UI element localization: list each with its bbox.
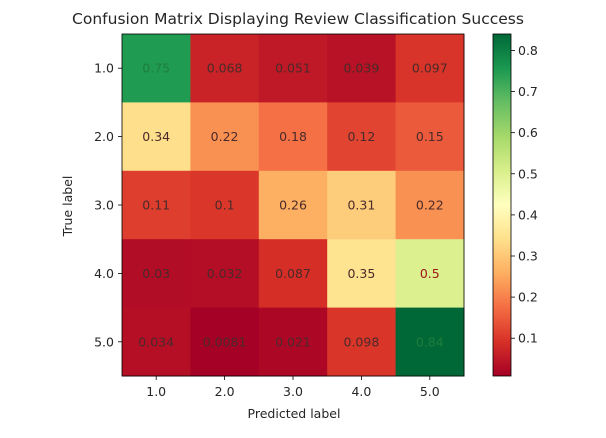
heatmap-cell — [395, 239, 465, 309]
chart-title: Confusion Matrix Displaying Review Class… — [72, 10, 524, 28]
heatmap-cell — [190, 239, 260, 309]
x-axis-label: Predicted label — [248, 406, 341, 421]
cell-value-label: 0.11 — [142, 198, 170, 213]
cell-value-label: 0.068 — [207, 61, 243, 76]
heatmap-cell — [258, 170, 328, 240]
colorbar: 0.1 0.2 0.3 0.4 0.5 0.6 0.7 0.8 — [492, 33, 538, 377]
x-tick-label: 5.0 — [420, 384, 440, 399]
y-tick-label: 1.0 — [94, 61, 114, 76]
heatmap-cell — [258, 102, 328, 172]
colorbar-tick-label: 0.3 — [518, 248, 538, 263]
colorbar-tick-label: 0.2 — [518, 290, 538, 305]
colorbar-tick-label: 0.5 — [518, 166, 538, 181]
x-tick-label: 4.0 — [351, 384, 371, 399]
heatmap-cell — [327, 170, 397, 240]
x-tick-label: 2.0 — [215, 384, 235, 399]
cell-value-label: 0.087 — [275, 266, 311, 281]
heatmap-cell — [122, 34, 191, 103]
cell-value-label: 0.032 — [207, 266, 243, 281]
cell-value-label: 0.097 — [412, 61, 448, 76]
cell-value-label: 0.15 — [416, 129, 444, 144]
cell-value-label: 0.75 — [142, 61, 170, 76]
y-tick-label: 3.0 — [94, 198, 114, 213]
heatmap-cell — [395, 102, 465, 172]
cell-value-label: 0.039 — [344, 61, 380, 76]
y-tick-label: 4.0 — [94, 266, 114, 281]
cell-value-label: 0.26 — [279, 198, 307, 213]
heatmap-cell — [395, 170, 465, 240]
heatmap-cell-labels: 0.75 0.068 0.051 0.039 0.097 0.34 0.22 0.18 0.12… — [138, 61, 447, 350]
heatmap-cell — [395, 307, 465, 377]
heatmap-cell — [122, 239, 191, 309]
heatmap-cell — [190, 307, 260, 377]
x-tick-label: 1.0 — [146, 384, 166, 399]
heatmap-cell — [122, 170, 191, 240]
heatmap-cell — [190, 170, 260, 240]
colorbar-tick-label: 0.7 — [518, 84, 538, 99]
cell-value-label: 0.0081 — [203, 334, 247, 349]
cell-value-label: 0.034 — [138, 334, 174, 349]
heatmap-cell — [258, 34, 328, 103]
x-tick-label: 3.0 — [283, 384, 303, 399]
colorbar-tick-label: 0.4 — [518, 207, 538, 222]
cell-value-label: 0.84 — [416, 334, 444, 349]
heatmap-cell — [258, 307, 328, 377]
heatmap-cell — [395, 34, 465, 103]
y-tick-label: 2.0 — [94, 129, 114, 144]
cell-value-label: 0.12 — [347, 129, 375, 144]
cell-value-label: 0.1 — [215, 198, 235, 213]
cell-value-label: 0.098 — [344, 334, 380, 349]
heatmap-cell — [190, 34, 260, 103]
cell-value-label: 0.31 — [347, 198, 375, 213]
y-tick-label: 5.0 — [94, 334, 114, 349]
heatmap-cell — [327, 34, 397, 103]
heatmap-cell — [327, 307, 397, 377]
x-axis: 1.0 2.0 3.0 4.0 5.0 — [146, 376, 440, 399]
cell-value-label: 0.18 — [279, 129, 307, 144]
cell-value-label: 0.021 — [275, 334, 311, 349]
cell-value-label: 0.35 — [347, 266, 375, 281]
colorbar-tick-label: 0.8 — [518, 43, 538, 58]
cell-value-label: 0.22 — [416, 198, 444, 213]
heatmap-cell — [327, 102, 397, 172]
heatmap-cell — [122, 102, 191, 172]
colorbar-tick-label: 0.1 — [518, 331, 538, 346]
colorbar-gradient — [492, 33, 512, 377]
heatmap-cell — [190, 102, 260, 172]
y-axis-label: True label — [60, 176, 75, 238]
heatmap-cells — [121, 33, 465, 377]
heatmap-cell — [327, 239, 397, 309]
y-axis: 1.0 2.0 3.0 4.0 5.0 — [94, 61, 122, 349]
cell-value-label: 0.34 — [142, 129, 170, 144]
cell-value-label: 0.051 — [275, 61, 311, 76]
colorbar-tick-label: 0.6 — [518, 125, 538, 140]
heatmap-cell — [258, 239, 328, 309]
cell-value-label: 0.5 — [420, 266, 440, 281]
heatmap-cell — [122, 307, 191, 377]
cell-value-label: 0.03 — [142, 266, 170, 281]
cell-value-label: 0.22 — [211, 129, 239, 144]
